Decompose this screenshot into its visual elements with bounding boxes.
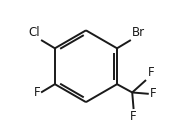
Text: Cl: Cl	[29, 26, 40, 39]
Text: F: F	[147, 66, 154, 79]
Text: Br: Br	[132, 26, 145, 39]
Text: F: F	[130, 110, 137, 123]
Text: F: F	[34, 86, 40, 99]
Text: F: F	[150, 87, 157, 100]
